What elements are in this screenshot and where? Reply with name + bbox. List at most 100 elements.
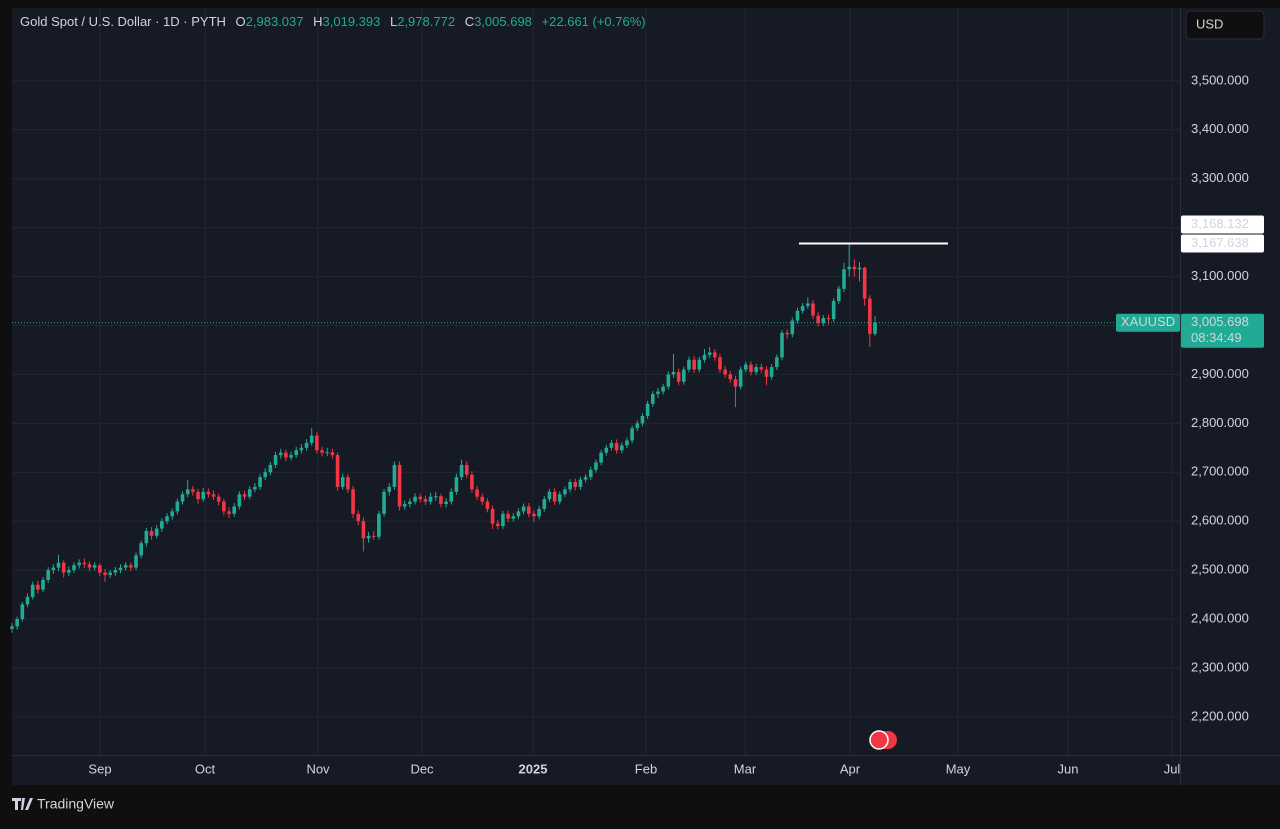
candle-body (113, 570, 118, 573)
y-tick-label: 3,500.000 (1191, 72, 1249, 87)
candle-body (475, 489, 479, 497)
candle-body (330, 452, 335, 456)
legend: Gold Spot / U.S. Dollar · 1D · PYTH O2,9… (20, 14, 646, 29)
candle-body (480, 496, 485, 502)
currency-button[interactable] (1185, 10, 1265, 40)
y-tick-label: 2,200.000 (1191, 708, 1249, 723)
candle-body (139, 543, 143, 556)
y-tick-label: 2,600.000 (1191, 513, 1249, 528)
candle-body (61, 562, 66, 573)
candle-body (862, 267, 867, 299)
candle-body (728, 374, 733, 380)
candle-body (511, 516, 516, 519)
level-label-bg (1181, 234, 1264, 253)
candle-body (10, 626, 14, 629)
candle-body (216, 496, 221, 502)
x-tick-label: Jun (1058, 761, 1079, 776)
candle-body (268, 464, 273, 473)
candle-body (294, 450, 299, 456)
candle-body (583, 477, 588, 480)
candle-body (563, 489, 567, 495)
candle-body (309, 435, 314, 443)
x-tick-label: Nov (306, 761, 330, 776)
candle-body (299, 447, 304, 451)
candle-body (826, 318, 831, 320)
y-tick-label: 2,900.000 (1191, 366, 1249, 381)
candle-body (656, 391, 660, 394)
event-icon[interactable] (869, 730, 889, 750)
y-tick-label: 2,300.000 (1191, 659, 1249, 674)
candle-body (687, 359, 691, 370)
brand: TradingView (37, 796, 115, 812)
candle-body (573, 482, 578, 487)
candle-body (160, 521, 164, 529)
y-tick-label: 2,500.000 (1191, 562, 1249, 577)
candle-body (816, 315, 820, 324)
candle-body (185, 489, 190, 495)
legend-change: +22.661 (+0.76%) (542, 14, 646, 29)
x-tick-label: Dec (410, 761, 434, 776)
candle-body (594, 462, 598, 470)
candle-body (671, 371, 676, 375)
x-tick-label: 2025 (519, 761, 548, 776)
candle-body (769, 367, 774, 377)
y-tick-label: 3,300.000 (1191, 170, 1249, 185)
candle-body (170, 511, 174, 517)
candle-body (464, 464, 469, 475)
y-tick-label: 3,400.000 (1191, 121, 1249, 136)
y-tick-label: 2,400.000 (1191, 610, 1249, 625)
candle-body (232, 506, 237, 514)
candle-body (578, 479, 583, 487)
candle-body (154, 528, 159, 536)
candle-body (387, 486, 392, 492)
candle-body (222, 501, 226, 512)
legend-label: O (236, 14, 246, 29)
candle-body (41, 579, 45, 590)
y-tick-label: 2,700.000 (1191, 464, 1249, 479)
candle-body (806, 303, 810, 306)
last-price-label: 3,005.698 (1191, 314, 1249, 329)
candle-body (439, 496, 443, 505)
candle-body (764, 369, 769, 377)
candle-body (485, 501, 490, 509)
candle-body (666, 374, 671, 387)
candle-body (46, 570, 50, 580)
event-icons[interactable] (869, 730, 897, 750)
candle-body (780, 332, 784, 358)
legend-title: Gold Spot / U.S. Dollar · 1D · PYTH (20, 14, 226, 29)
candle-body (723, 369, 727, 375)
candle-body (713, 352, 717, 358)
candle-body (645, 403, 650, 416)
candle-body (800, 305, 805, 311)
candle-body (325, 452, 330, 454)
candle-body (196, 491, 200, 500)
candle-body (51, 567, 56, 571)
candle-body (15, 619, 19, 627)
candle-body (134, 555, 138, 568)
candle-body (227, 511, 231, 514)
candle-body (495, 523, 500, 527)
candle-body (542, 499, 547, 509)
candle-body (692, 359, 696, 370)
candle-body (821, 318, 826, 324)
candle-body (87, 564, 92, 568)
x-tick-label: Jul (1164, 761, 1181, 776)
logo-mark (12, 798, 33, 810)
level-label: 3,167.638 (1191, 235, 1249, 250)
price-axis (1181, 8, 1280, 785)
currency[interactable]: USD (1196, 16, 1223, 31)
y-tick-label: 3,100.000 (1191, 268, 1249, 283)
candle-body (382, 491, 386, 514)
candle-body (351, 489, 355, 514)
candle-body (118, 567, 123, 571)
candle-body (92, 565, 97, 568)
candle-body (180, 494, 185, 502)
symbol-label: XAUUSD (1121, 314, 1175, 329)
candle-body (25, 596, 30, 605)
candle-body (640, 415, 645, 424)
logo: TradingView (12, 796, 115, 812)
candle-body (744, 364, 748, 370)
legend-label: L (390, 14, 397, 29)
candle-body (103, 572, 107, 575)
